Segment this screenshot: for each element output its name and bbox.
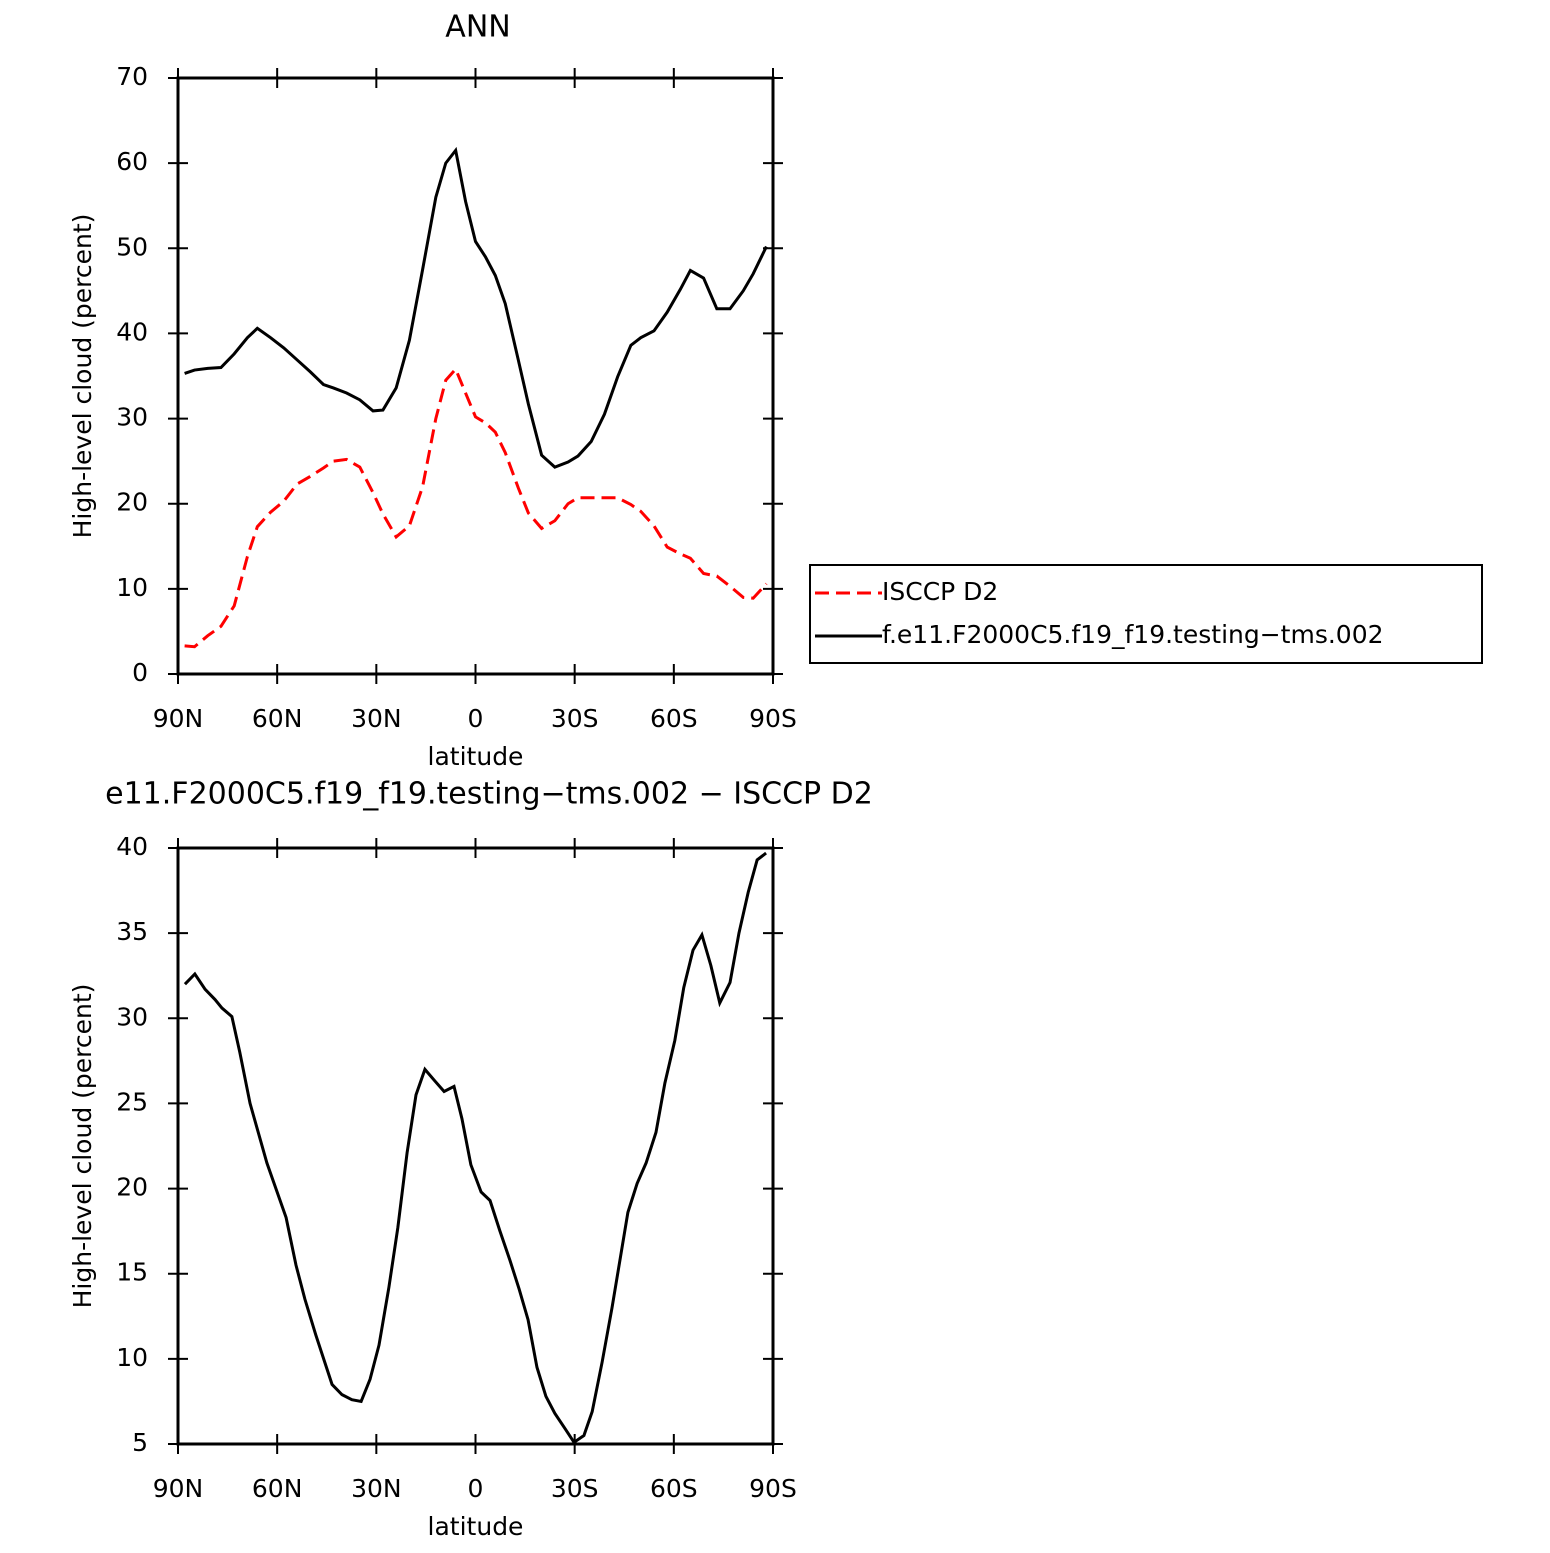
- y-tick-label: 35: [116, 917, 148, 946]
- y-tick-label: 10: [116, 1343, 148, 1372]
- x-tick-label: 0: [468, 1474, 484, 1503]
- data-line: [184, 366, 768, 649]
- y-tick-label: 40: [116, 832, 148, 861]
- x-tick-label: 90N: [153, 704, 204, 733]
- x-tick-label: 0: [468, 704, 484, 733]
- x-tick-label: 60S: [650, 704, 698, 733]
- y-tick-label: 0: [132, 658, 148, 687]
- legend-label: f.e11.F2000C5.f19_f19.testing−tms.002: [882, 620, 1384, 649]
- x-axis-label: latitude: [428, 1512, 524, 1541]
- y-tick-label: 30: [116, 1002, 148, 1031]
- data-line: [184, 146, 768, 469]
- y-axis-label: High-level cloud (percent): [68, 984, 97, 1309]
- y-tick-label: 50: [116, 232, 148, 261]
- x-tick-label: 90N: [153, 1474, 204, 1503]
- x-tick-label: 60S: [650, 1474, 698, 1503]
- legend-label: ISCCP D2: [882, 577, 998, 606]
- x-tick-label: 30N: [351, 1474, 402, 1503]
- y-tick-label: 10: [116, 573, 148, 602]
- x-tick-label: 30S: [551, 1474, 599, 1503]
- plot-frame: [176, 846, 775, 1446]
- legend-box: [809, 564, 1483, 664]
- x-tick-label: 30S: [551, 704, 599, 733]
- chart-title: e11.F2000C5.f19_f19.testing−tms.002 − IS…: [105, 777, 873, 812]
- x-tick-label: 90S: [749, 1474, 797, 1503]
- y-tick-label: 40: [116, 317, 148, 346]
- y-tick-label: 30: [116, 403, 148, 432]
- y-tick-label: 15: [116, 1258, 148, 1287]
- data-line: [183, 851, 767, 1445]
- y-tick-label: 60: [116, 147, 148, 176]
- y-tick-label: 20: [116, 488, 148, 517]
- y-tick-label: 5: [132, 1428, 148, 1457]
- y-axis-label: High-level cloud (percent): [68, 214, 97, 539]
- y-tick-label: 20: [116, 1173, 148, 1202]
- plot-frame: [176, 76, 775, 676]
- x-tick-label: 90S: [749, 704, 797, 733]
- x-tick-label: 60N: [252, 1474, 303, 1503]
- chart-title: ANN: [445, 10, 510, 45]
- x-tick-label: 60N: [252, 704, 303, 733]
- x-axis-label: latitude: [428, 742, 524, 771]
- x-tick-label: 30N: [351, 704, 402, 733]
- y-tick-label: 25: [116, 1087, 148, 1116]
- y-tick-label: 70: [116, 62, 148, 91]
